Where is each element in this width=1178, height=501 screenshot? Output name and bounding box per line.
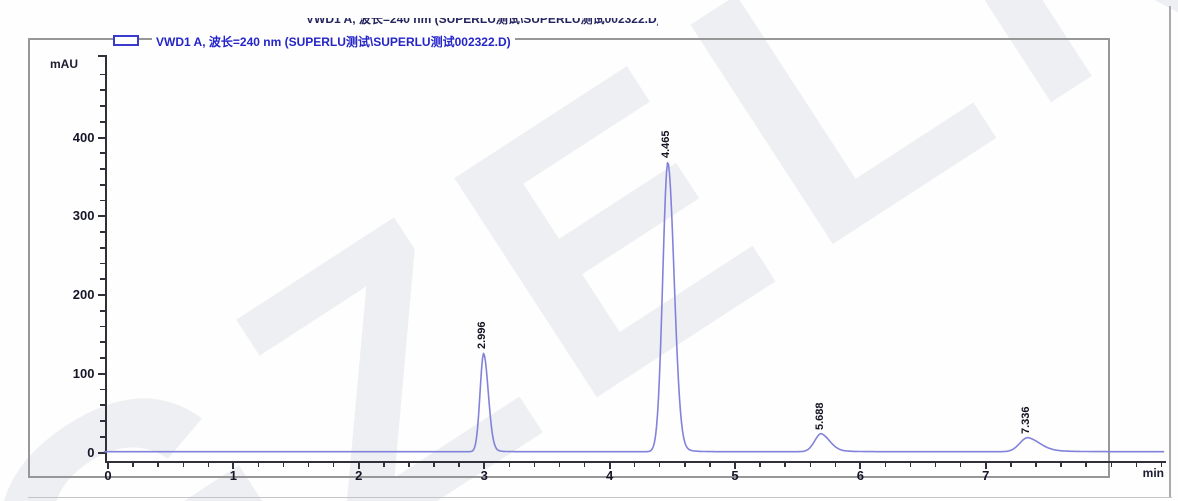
y-axis-top-tick [97, 55, 107, 57]
y-major-tick [97, 136, 107, 139]
y-minor-tick [99, 420, 107, 422]
y-major-tick [97, 294, 107, 296]
x-minor-tick [132, 463, 134, 467]
legend-label: VWD1 A, 波长=240 nm (SUPERLU测试\SUPERLU测试00… [152, 34, 515, 50]
y-minor-tick [99, 278, 107, 281]
y-minor-tick [99, 309, 107, 312]
y-minor-tick [99, 357, 107, 359]
y-minor-tick [99, 404, 107, 407]
x-major-tick [859, 463, 862, 469]
x-minor-tick [633, 463, 636, 467]
x-minor-tick [809, 463, 811, 467]
x-minor-tick [1060, 463, 1062, 467]
x-minor-tick [282, 463, 285, 467]
x-minor-tick [759, 463, 761, 467]
y-minor-tick [99, 341, 107, 344]
y-tick-label: 100 [72, 365, 95, 381]
x-minor-tick [558, 463, 561, 467]
x-minor-tick [433, 463, 435, 467]
x-minor-tick [207, 463, 209, 467]
x-minor-tick [508, 463, 510, 467]
x-tick-label: 1 [229, 468, 237, 483]
window-right-edge [1169, 6, 1171, 498]
x-minor-tick [533, 463, 536, 467]
y-minor-tick [99, 388, 107, 391]
x-minor-tick [333, 463, 335, 467]
x-tick-label: 6 [856, 468, 864, 483]
x-major-tick [984, 463, 987, 469]
peak-rt-label: 4.465 [660, 130, 673, 158]
clipped-text-line: VWD1 A, 波长=240 nm (SUPERLU测试\SUPERLU测试00… [306, 18, 658, 26]
peak-rt-label: 2.996 [476, 321, 489, 350]
y-minor-tick [99, 435, 107, 438]
y-tick-label: 0 [87, 444, 95, 460]
x-minor-tick [884, 463, 887, 467]
y-minor-tick [99, 120, 107, 123]
x-minor-tick [1035, 463, 1037, 467]
x-axis-unit-label: min [1142, 466, 1164, 480]
x-minor-tick [684, 463, 686, 467]
x-minor-tick [1160, 463, 1163, 467]
y-tick-label: 300 [72, 208, 95, 224]
y-minor-tick [99, 325, 107, 328]
x-major-tick [483, 463, 486, 469]
y-minor-tick [99, 152, 107, 155]
x-minor-tick [257, 463, 260, 467]
x-axis-line [104, 461, 1166, 463]
y-major-tick [97, 451, 107, 454]
x-tick-label: 2 [355, 468, 363, 483]
y-tick-label: 400 [72, 129, 95, 145]
x-major-tick [357, 463, 360, 469]
y-axis-line [104, 55, 107, 463]
y-minor-tick [99, 105, 107, 107]
x-minor-tick [307, 463, 310, 467]
y-minor-tick [99, 246, 107, 249]
y-major-tick [97, 372, 107, 375]
x-tick-label: 3 [480, 468, 488, 483]
x-tick-label: 0 [104, 468, 112, 483]
x-minor-tick [1010, 463, 1012, 467]
x-minor-tick [157, 463, 159, 467]
peak-rt-label: 7.336 [1020, 406, 1033, 434]
x-minor-tick [383, 463, 385, 467]
peak-rt-label: 5.688 [813, 402, 826, 430]
y-tick-label: 200 [72, 287, 95, 302]
y-axis-unit-label: mAU [50, 57, 79, 71]
y-minor-tick [99, 262, 107, 265]
x-major-tick [232, 463, 235, 469]
legend-swatch [113, 35, 139, 46]
x-minor-tick [458, 463, 460, 467]
x-minor-tick [1085, 463, 1087, 467]
x-major-tick [734, 463, 736, 469]
x-minor-tick [960, 463, 962, 467]
signal-polyline [103, 162, 1165, 453]
x-tick-label: 4 [605, 468, 614, 483]
y-minor-tick [99, 89, 107, 92]
window-bottom-edge [28, 497, 1172, 498]
x-minor-tick [934, 463, 937, 467]
plot-frame [28, 38, 1110, 478]
y-minor-tick [99, 231, 107, 233]
x-tick-label: 7 [982, 468, 990, 483]
x-minor-tick [182, 463, 184, 467]
x-minor-tick [1135, 463, 1137, 467]
y-minor-tick [99, 199, 107, 202]
x-minor-tick [709, 463, 711, 467]
y-minor-tick [99, 168, 107, 170]
x-minor-tick [659, 463, 661, 467]
y-major-tick [97, 215, 107, 218]
x-minor-tick [834, 463, 836, 467]
x-minor-tick [909, 463, 912, 467]
y-minor-tick [99, 183, 107, 186]
x-minor-tick [1110, 463, 1112, 467]
x-major-tick [608, 463, 611, 469]
x-tick-label: 5 [731, 468, 739, 483]
y-minor-tick [99, 73, 107, 76]
x-major-tick [107, 463, 109, 469]
x-minor-tick [408, 463, 410, 467]
x-minor-tick [583, 463, 586, 467]
x-minor-tick [784, 463, 786, 467]
